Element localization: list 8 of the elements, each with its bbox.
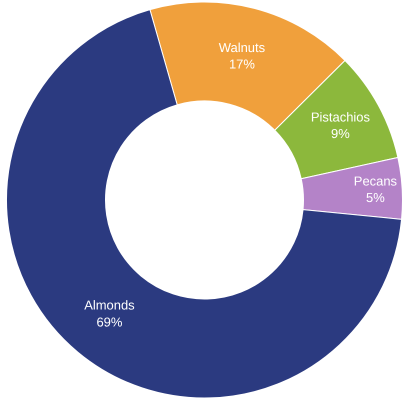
data-label: 69%: [96, 314, 123, 330]
data-label: 9%: [331, 126, 350, 142]
slice-label: Pistachios: [310, 109, 370, 124]
slice-label: Almonds: [84, 298, 136, 313]
slice-label: Pecans: [354, 173, 398, 188]
data-label: 17%: [228, 56, 256, 72]
data-label: 5%: [366, 190, 386, 206]
slice-label: Walnuts: [218, 40, 266, 55]
